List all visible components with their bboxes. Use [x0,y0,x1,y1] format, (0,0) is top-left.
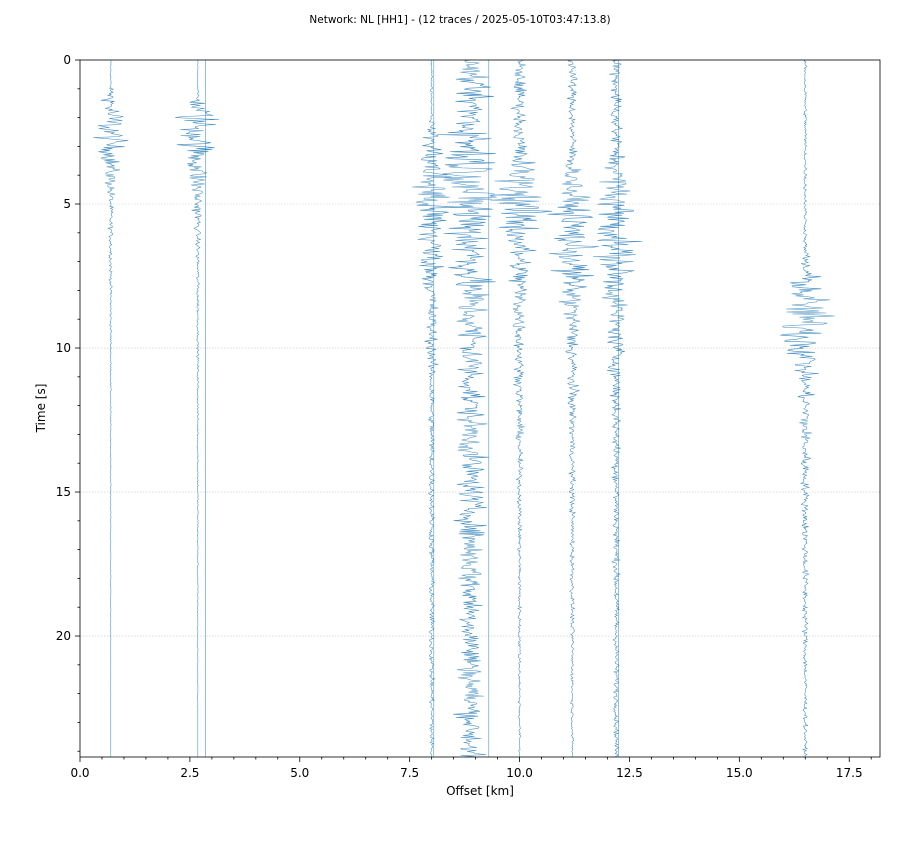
seismic-trace [780,59,835,757]
x-tick-label: 2.5 [180,766,199,780]
y-axis: 0 5 10 15 20 [56,53,80,752]
x-tick-label: 7.5 [400,766,419,780]
x-tick-label: 12.5 [616,766,643,780]
y-tick-label: 15 [56,485,71,499]
trace-group [93,59,835,757]
x-axis: 0.0 2.5 5.0 7.5 10.0 12.5 15.0 17.5 [70,757,872,780]
x-axis-label: Offset [km] [446,784,514,798]
seismic-trace [489,59,553,757]
seismic-trace [436,59,497,757]
y-tick-label: 5 [63,197,71,211]
seismic-trace [93,59,129,757]
x-tick-label: 15.0 [726,766,753,780]
x-tick-label: 0.0 [70,766,89,780]
y-axis-label: Time [s] [34,384,48,434]
y-tick-label: 0 [63,53,71,67]
seismic-trace [547,59,600,757]
x-tick-label: 10.0 [506,766,533,780]
seismic-trace [593,59,643,757]
plot-frame [79,59,881,758]
chart-title: Network: NL [HH1] - (12 traces / 2025-05… [309,14,610,26]
seismic-trace [174,59,220,757]
y-tick-label: 20 [56,629,71,643]
y-tick-label: 10 [56,341,71,355]
seismic-trace [412,59,458,757]
x-tick-label: 17.5 [836,766,863,780]
x-tick-label: 5.0 [290,766,309,780]
